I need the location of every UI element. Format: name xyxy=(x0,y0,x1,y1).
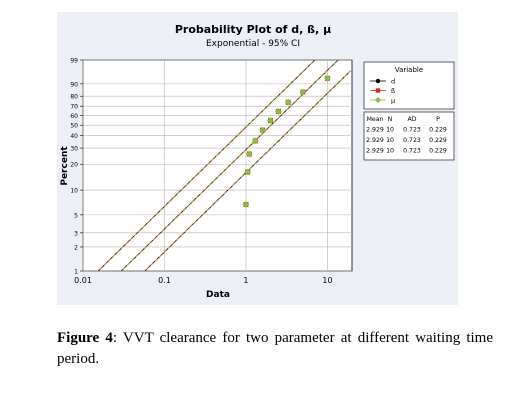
stats-cell: 2.929 xyxy=(366,127,384,134)
data-point-mu xyxy=(299,88,307,96)
chart-subtitle: Exponential - 95% CI xyxy=(206,39,300,49)
y-tick-label: 99 xyxy=(70,58,78,65)
ci-lower-line xyxy=(97,60,316,271)
data-point-mu xyxy=(267,117,274,124)
data-point-mu xyxy=(284,98,292,106)
data-point-mu xyxy=(251,137,259,145)
stats-cell: 0.723 xyxy=(403,148,421,155)
data-point-mu xyxy=(259,126,267,134)
stats-cell: 0.229 xyxy=(429,137,447,144)
stats-header: N xyxy=(388,116,393,123)
y-tick-label: 80 xyxy=(70,94,78,101)
stats-cell: 0.229 xyxy=(429,127,447,134)
y-tick-label: 50 xyxy=(70,123,78,130)
y-tick-label: 30 xyxy=(70,146,78,153)
y-tick-label: 70 xyxy=(70,104,78,111)
legend-marker-mu xyxy=(375,97,381,103)
stats-header: P xyxy=(436,116,440,123)
legend-label: μ xyxy=(391,97,395,105)
y-tick-label: 1 xyxy=(74,269,78,276)
x-tick-label: 1 xyxy=(243,276,248,285)
stats-cell: 0.723 xyxy=(403,137,421,144)
stats-cell: 10 xyxy=(386,148,394,155)
legend-marker-d xyxy=(375,78,381,84)
y-tick-label: 90 xyxy=(70,81,78,88)
x-tick-label: 0.1 xyxy=(158,276,171,285)
fit-line xyxy=(120,60,339,271)
data-point-mu xyxy=(324,74,331,82)
x-tick-label: 0.01 xyxy=(74,276,92,285)
ci-upper-line xyxy=(144,70,351,271)
data-point-mu xyxy=(242,201,250,208)
y-tick-label: 5 xyxy=(74,212,78,219)
y-tick-label: 2 xyxy=(74,244,78,251)
stats-table xyxy=(363,111,455,161)
y-tick-label: 3 xyxy=(74,230,78,237)
stats-header: AD xyxy=(408,116,417,123)
y-axis-label: Percent xyxy=(60,146,70,186)
y-tick-label: 40 xyxy=(70,133,78,140)
x-axis-label: Data xyxy=(206,290,230,300)
figure-caption: Figure 4: VVT clearance for two paramete… xyxy=(57,328,493,370)
x-tick-label: 10 xyxy=(322,276,332,285)
y-tick-label: 10 xyxy=(70,188,78,195)
legend-marker-beta xyxy=(375,88,381,93)
stats-cell: 0.229 xyxy=(429,148,447,155)
chart-title: Probability Plot of d, ß, μ xyxy=(175,23,331,36)
stats-cell: 2.929 xyxy=(366,137,384,144)
data-point-mu xyxy=(244,168,252,176)
axis-ticks: 0.01 0.1 1 10 1 2 3 5 10 20 30 40 50 60 70 80 90 99 xyxy=(70,58,332,286)
grid xyxy=(82,59,352,272)
ci-lower-line xyxy=(97,60,316,271)
stats-cell: 2.929 xyxy=(366,148,384,155)
y-tick-label: 20 xyxy=(70,162,78,169)
stats-cell: 10 xyxy=(386,137,394,144)
legend-title: Variable xyxy=(395,66,423,74)
y-tick-label: 60 xyxy=(70,113,78,120)
stats-header: Mean xyxy=(367,116,384,123)
legend-entries: dßμ xyxy=(370,78,395,105)
stats-cell: 0.723 xyxy=(403,127,421,134)
data-points xyxy=(242,74,331,208)
caption-label: Figure 4 xyxy=(57,330,113,346)
legend-label: d xyxy=(391,78,395,86)
plot-area xyxy=(82,59,353,272)
caption-text: : VVT clearance for two parameter at dif… xyxy=(57,330,493,367)
stats-cell: 10 xyxy=(386,127,394,134)
legend-label: ß xyxy=(391,87,395,95)
probability-plot: 0.01 0.1 1 10 1 2 3 5 10 20 30 40 50 60 70 80 90 99 Proba… xyxy=(57,12,458,305)
data-point-mu xyxy=(275,108,282,115)
data-point-mu xyxy=(245,150,253,158)
